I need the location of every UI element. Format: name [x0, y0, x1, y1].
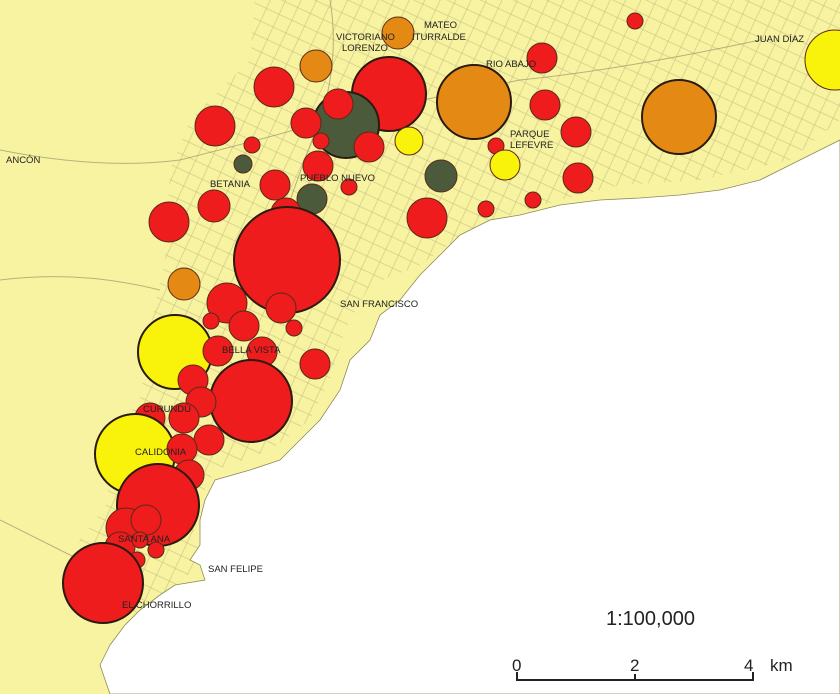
bubble-red-37 — [265, 292, 297, 324]
label-victoriano-lorenzo-1: VICTORIANO — [336, 32, 395, 43]
bubble-red-13 — [243, 136, 261, 154]
bubble-orange-35 — [167, 267, 201, 301]
scale-label-2: 2 — [630, 656, 639, 675]
bubble-red-29 — [148, 201, 190, 243]
bubble-red-4 — [253, 66, 295, 108]
label-pueblo-nuevo: PUEBLO NUEVO — [300, 173, 375, 184]
bubble-dark-green-23 — [424, 159, 458, 193]
scale-ratio: 1:100,000 — [606, 608, 695, 630]
bubble-red-40 — [285, 319, 303, 337]
scale-bar: 1:100,000 0 2 4 km — [512, 608, 793, 681]
label-san-francisco: SAN FRANCISCO — [340, 299, 418, 310]
bubble-dark-green-20 — [233, 154, 253, 174]
bay-of-panama-sea — [99, 139, 840, 694]
urban-area — [70, 0, 840, 620]
label-rio-abajo: RIO ABAJO — [486, 59, 536, 70]
bubble-red-0 — [626, 12, 644, 30]
bubble-red-42 — [202, 335, 234, 367]
bubble-red-59 — [147, 541, 165, 559]
label-mateo-iturralde-1: MATEO — [424, 20, 457, 31]
label-betania: BETANIA — [210, 179, 251, 190]
label-curundu: CURUNDÚ — [143, 404, 191, 415]
bubble-red-51 — [193, 424, 225, 456]
scale-label-4: 4 — [744, 656, 753, 675]
bubble-orange-7 — [641, 79, 717, 155]
bubble-red-18 — [353, 131, 385, 163]
bubble-red-19 — [312, 132, 330, 150]
bubble-red-61 — [62, 542, 144, 624]
bubble-red-32 — [406, 197, 448, 239]
bubble-red-21 — [302, 150, 334, 182]
scale-unit: km — [770, 656, 793, 675]
bubble-orange-2 — [299, 49, 333, 83]
bubble-yellow-22 — [489, 149, 521, 181]
bubble-red-15 — [560, 116, 592, 148]
label-san-felipe: SAN FELIPE — [208, 564, 263, 575]
bubble-red-14 — [529, 89, 561, 121]
bubble-yellow-17 — [394, 126, 424, 156]
bubble-red-10 — [322, 88, 354, 120]
label-el-chorrillo: EL CHORRILLO — [122, 600, 191, 611]
scale-label-0: 0 — [512, 656, 521, 675]
bubble-orange-6 — [436, 64, 512, 140]
bubble-red-38 — [202, 312, 220, 330]
bubble-red-31 — [524, 191, 542, 209]
bubble-red-49 — [168, 402, 200, 434]
bubble-orange-1 — [381, 16, 415, 50]
bubble-red-30 — [477, 200, 495, 218]
bubble-red-28 — [197, 189, 231, 223]
label-juan-diaz: JUAN DÍAZ — [755, 34, 804, 45]
label-bella-vista: BELLA VISTA — [222, 345, 281, 356]
bubble-red-3 — [526, 42, 558, 74]
place-labels: ANCÓN VICTORIANO LORENZO MATEO ITURRALDE… — [6, 20, 804, 611]
label-parque-lefevre-2: LEFEVRE — [510, 140, 553, 151]
bubble-layer — [62, 12, 840, 624]
bubble-red-26 — [340, 178, 358, 196]
bubble-red-46 — [209, 359, 293, 443]
label-mateo-iturralde-2: ITURRALDE — [412, 32, 466, 43]
bubble-red-25 — [259, 169, 291, 201]
bubble-red-12 — [194, 105, 236, 147]
label-parque-lefevre-1: PARQUE — [510, 129, 549, 140]
bubble-red-11 — [290, 107, 322, 139]
bubble-yellow-8 — [804, 29, 840, 91]
label-calidonia: CALIDONIA — [135, 447, 187, 458]
bubble-red-58 — [131, 531, 149, 549]
label-victoriano-lorenzo-2: LORENZO — [342, 43, 388, 54]
bubble-red-44 — [299, 348, 331, 380]
bubble-red-56 — [130, 504, 162, 536]
bubble-red-39 — [228, 310, 260, 342]
bubble-red-24 — [562, 162, 594, 194]
label-santa-ana: SANTA ANA — [118, 534, 171, 545]
label-ancon: ANCÓN — [6, 155, 40, 166]
